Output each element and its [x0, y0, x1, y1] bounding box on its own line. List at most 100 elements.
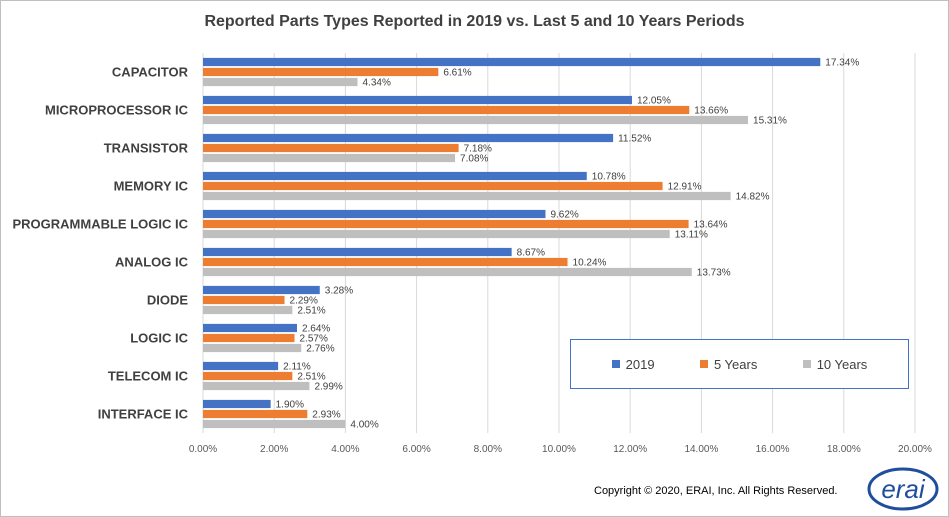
category-label: ANALOG IC [115, 255, 189, 270]
bar-2019 [203, 209, 546, 219]
bar-5-years [203, 67, 439, 77]
bar-5-years [203, 219, 689, 229]
legend: 2019 5 Years 10 Years [570, 339, 909, 389]
bar-5-years [203, 143, 459, 153]
data-label-10-years: 2.99% [314, 382, 342, 393]
data-label-10-years: 4.00% [350, 420, 378, 431]
bar-2019 [203, 133, 614, 143]
bars [203, 57, 821, 429]
category-label: DIODE [147, 293, 189, 308]
data-label-10-years: 14.82% [736, 192, 770, 203]
erai-logo: erai [867, 467, 939, 511]
x-tick-label: 12.00% [613, 444, 647, 455]
data-label-2019: 1.90% [276, 400, 304, 411]
data-label-2019: 9.62% [550, 210, 578, 221]
bar-10-years [203, 229, 670, 239]
bar-5-years [203, 181, 663, 191]
x-tick-label: 16.00% [756, 444, 790, 455]
bar-2019 [203, 171, 587, 181]
data-labels: 17.34% 6.61% 4.34% 12.05% 13.66% 15.31% 11.52%… [276, 58, 860, 431]
svg-text:erai: erai [881, 474, 926, 504]
bar-5-years [203, 333, 295, 343]
bar-10-years [203, 343, 302, 353]
bar-10-years [203, 305, 293, 315]
category-label: LOGIC IC [130, 331, 188, 346]
legend-label-2019: 2019 [625, 356, 655, 372]
bar-10-years [203, 77, 358, 87]
category-labels: CAPACITOR MICROPROCESSOR IC TRANSISTOR MEMO… [13, 65, 189, 422]
bar-2019 [203, 95, 632, 105]
data-label-2019: 2.11% [283, 362, 311, 373]
bar-2019 [203, 323, 297, 333]
bar-10-years [203, 381, 310, 391]
data-label-2019: 17.34% [825, 58, 859, 69]
data-label-10-years: 4.34% [363, 78, 391, 89]
x-tick-label: 18.00% [827, 444, 861, 455]
category-label: INTERFACE IC [98, 407, 189, 422]
bar-2019 [203, 285, 320, 295]
data-label-5-years: 10.24% [573, 258, 607, 269]
x-tick-label: 20.00% [898, 444, 932, 455]
category-label: MICROPROCESSOR IC [45, 103, 189, 118]
bar-2019 [203, 399, 271, 409]
data-label-5-years: 6.61% [443, 68, 471, 79]
data-label-10-years: 13.11% [675, 230, 708, 241]
legend-swatch-10-years [802, 360, 811, 368]
x-tick-label: 8.00% [474, 444, 502, 455]
bar-5-years [203, 105, 690, 115]
category-label: CAPACITOR [112, 65, 189, 80]
data-label-10-years: 15.31% [753, 116, 787, 127]
bar-10-years [203, 419, 346, 429]
data-label-2019: 8.67% [517, 248, 545, 259]
x-tick-labels: 0.00% 2.00% 4.00% 6.00% 8.00% 10.00% 12.00% 14.… [189, 444, 932, 455]
data-label-5-years: 12.91% [668, 182, 702, 193]
bar-5-years [203, 371, 293, 381]
data-label-5-years: 2.29% [290, 296, 318, 307]
x-tick-label: 6.00% [402, 444, 430, 455]
data-label-10-years: 2.51% [297, 306, 325, 317]
data-label-2019: 11.52% [618, 134, 651, 145]
category-label: TELECOM IC [108, 369, 189, 384]
legend-swatch-2019 [611, 360, 620, 368]
bar-10-years [203, 191, 731, 201]
data-label-5-years: 13.64% [694, 220, 728, 231]
legend-label-10-years: 10 Years [816, 356, 868, 372]
data-label-2019: 2.64% [302, 324, 330, 335]
data-label-5-years: 13.66% [694, 106, 728, 117]
x-tick-label: 0.00% [189, 444, 217, 455]
category-label: PROGRAMMABLE LOGIC IC [13, 217, 189, 232]
bar-2019 [203, 57, 821, 67]
data-label-10-years: 7.08% [460, 154, 488, 165]
x-tick-label: 14.00% [684, 444, 718, 455]
data-label-2019: 3.28% [325, 286, 353, 297]
bar-5-years [203, 295, 285, 305]
bar-2019 [203, 247, 512, 257]
data-label-2019: 12.05% [637, 96, 671, 107]
data-label-10-years: 2.76% [306, 344, 334, 355]
x-tick-label: 4.00% [331, 444, 359, 455]
data-label-5-years: 2.93% [312, 410, 340, 421]
x-tick-label: 2.00% [260, 444, 288, 455]
legend-item-2019: 2019 [611, 356, 655, 372]
legend-swatch-5-years [699, 360, 708, 368]
bar-10-years [203, 153, 456, 163]
data-label-5-years: 2.51% [297, 372, 325, 383]
bar-10-years [203, 267, 692, 277]
legend-item-10-years: 10 Years [802, 356, 868, 372]
copyright-text: Copyright © 2020, ERAI, Inc. All Rights … [594, 485, 838, 497]
bar-5-years [203, 257, 568, 267]
data-label-5-years: 2.57% [299, 334, 327, 345]
bar-5-years [203, 409, 308, 419]
category-label: MEMORY IC [114, 179, 189, 194]
legend-item-5-years: 5 Years [699, 356, 758, 372]
category-label: TRANSISTOR [104, 141, 189, 156]
x-tick-label: 10.00% [542, 444, 576, 455]
data-label-2019: 10.78% [592, 172, 626, 183]
legend-label-5-years: 5 Years [713, 356, 758, 372]
data-label-10-years: 13.73% [697, 268, 731, 279]
data-label-5-years: 7.18% [464, 144, 492, 155]
chart-title: Reported Parts Types Reported in 2019 vs… [204, 13, 745, 30]
bar-10-years [203, 115, 749, 125]
